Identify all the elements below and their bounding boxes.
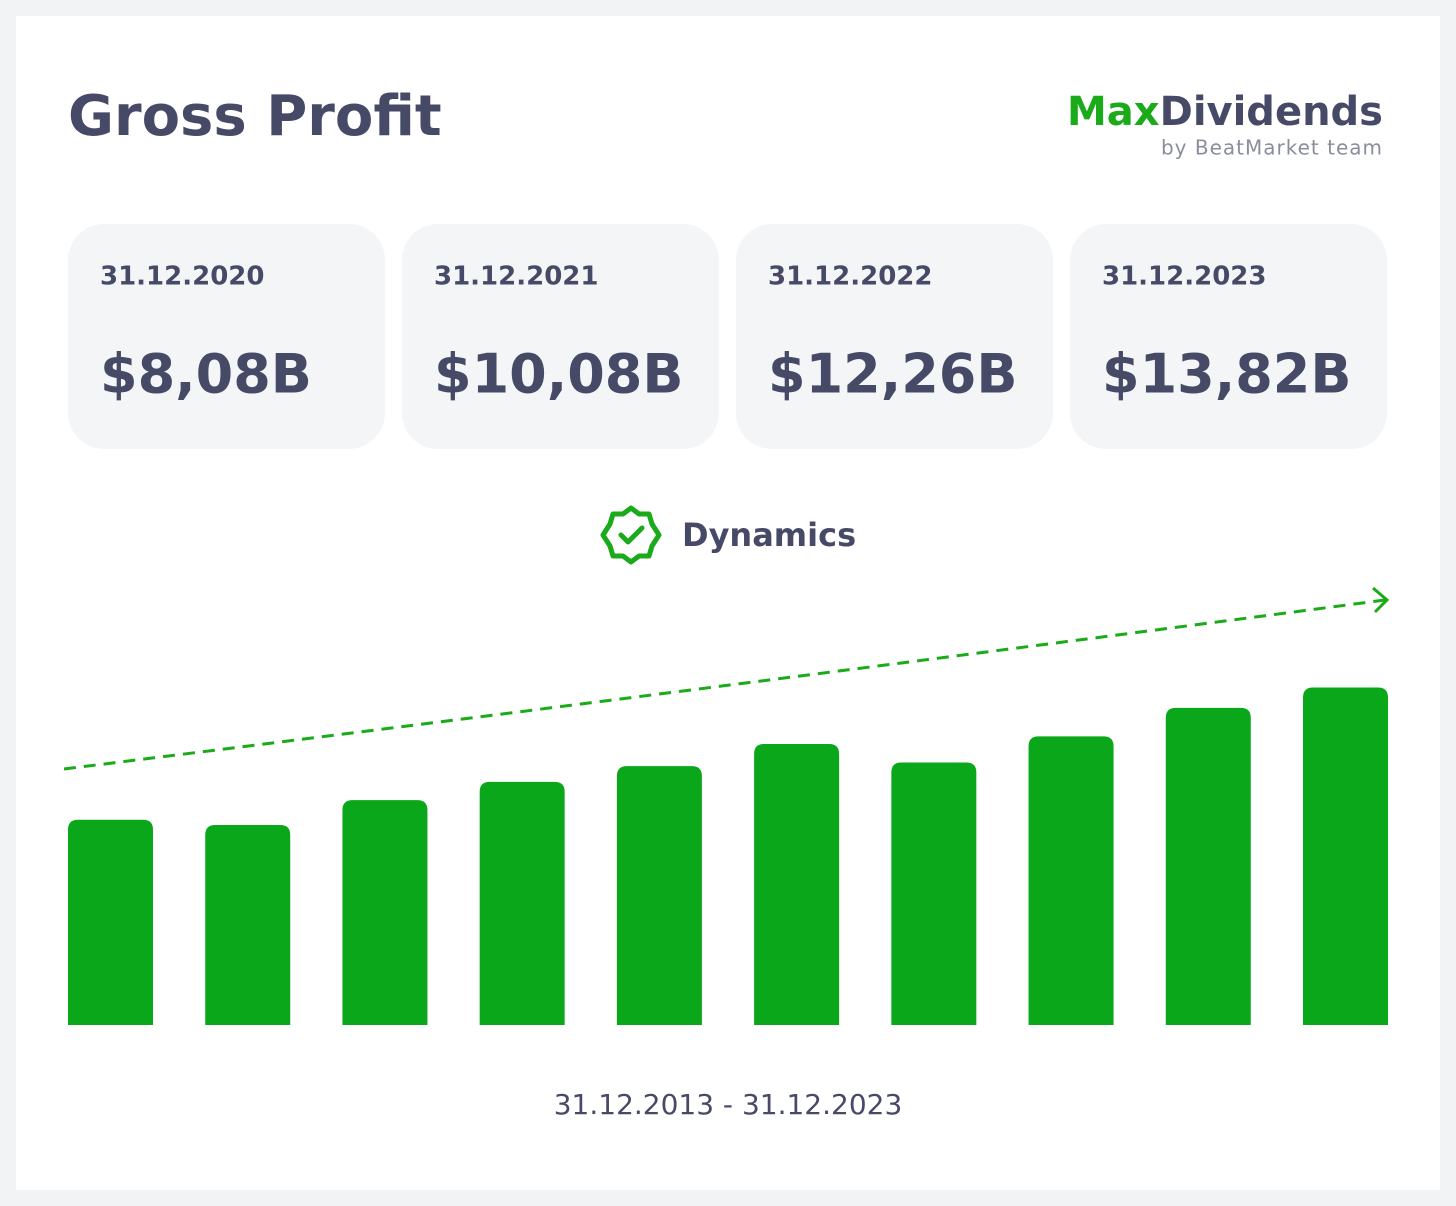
card-date: 31.12.2023 (1102, 262, 1266, 292)
x-axis-label: 31.12.2013 - 31.12.2023 (554, 1088, 903, 1121)
bar (205, 825, 291, 1025)
card (402, 224, 719, 449)
bar (1028, 736, 1114, 1025)
bar (68, 819, 153, 1025)
card-date: 31.12.2021 (434, 262, 598, 292)
bar (616, 766, 702, 1025)
card-value: $12,26B (768, 343, 1018, 406)
dynamics-badge (600, 505, 662, 565)
logo-dividends: Dividends (1160, 89, 1383, 135)
bar (891, 762, 977, 1025)
card (1070, 224, 1387, 449)
card (736, 224, 1053, 449)
logo-tagline: by BeatMarket team (1161, 136, 1383, 160)
check-icon (618, 525, 645, 545)
bar (342, 800, 428, 1025)
bar (1165, 707, 1251, 1025)
bars (68, 687, 1388, 1025)
trend-arrowhead (1372, 586, 1390, 614)
logo: MaxDividends (1067, 89, 1383, 135)
trend-arrow (63, 598, 1386, 771)
logo-max: Max (1067, 89, 1160, 135)
card-value: $10,08B (434, 343, 684, 406)
cards: 31.12.2020 $8,08B 31.12.2021 $10,08B 31.12.2… (68, 224, 1387, 449)
bar (479, 781, 565, 1025)
bar (1303, 687, 1388, 1025)
bar (754, 743, 840, 1025)
card (68, 224, 385, 449)
chart-subtitle: Dynamics (682, 516, 856, 554)
badge-icon (600, 505, 662, 565)
page-title: Gross Profit (68, 84, 442, 149)
card-date: 31.12.2020 (100, 262, 264, 292)
card-date: 31.12.2022 (768, 262, 932, 292)
card-value: $13,82B (1102, 343, 1352, 406)
card-value: $8,08B (100, 343, 312, 406)
